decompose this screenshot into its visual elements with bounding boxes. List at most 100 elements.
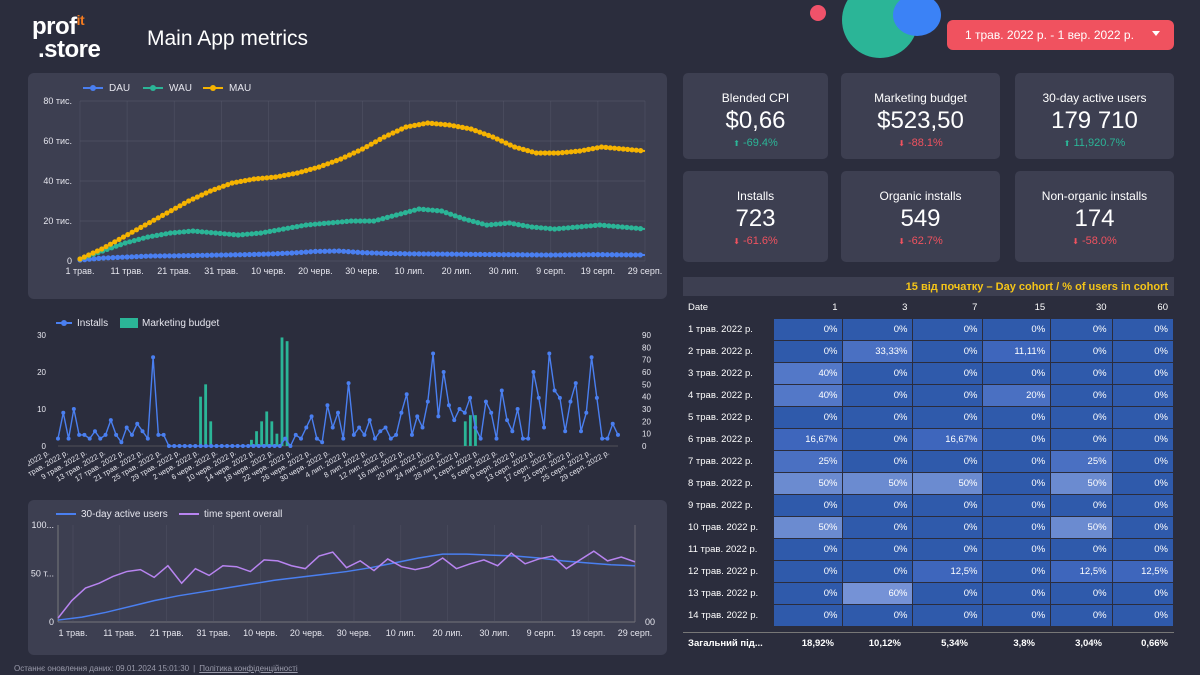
installs-point [610, 421, 615, 426]
data-point [316, 221, 323, 227]
data-point [251, 251, 257, 257]
data-point [472, 128, 479, 134]
data-point [372, 139, 379, 145]
data-point [368, 141, 374, 147]
data-point [420, 121, 426, 127]
cohort-cell: 0% [1050, 494, 1113, 517]
cohort-date: 8 трав. 2022 р. [683, 472, 774, 495]
budget-bar [474, 415, 477, 446]
column-header[interactable]: 60 [1112, 297, 1175, 319]
data-point [285, 225, 291, 231]
data-point [459, 124, 466, 130]
data-point [271, 228, 277, 234]
installs-point [409, 432, 414, 437]
data-point [576, 252, 582, 258]
cohort-cell: 0% [982, 582, 1052, 605]
data-point [604, 252, 610, 258]
installs-point [314, 436, 319, 441]
y2-tick-label: 0 [642, 442, 647, 451]
data-point [393, 212, 399, 218]
data-point [154, 232, 160, 238]
privacy-policy-link[interactable]: Політика конфіденційності [199, 664, 298, 673]
cohort-cell: 11,11% [982, 340, 1052, 363]
cohort-cell: 12,5% [1112, 560, 1175, 583]
data-point [484, 222, 490, 228]
budget-bar [260, 421, 264, 446]
column-header[interactable]: 7 [912, 297, 984, 319]
installs-point [198, 444, 203, 448]
arrow-down-icon: ⬇ [733, 237, 740, 246]
installs-point [124, 425, 129, 430]
data-point [375, 217, 381, 223]
installs-point [372, 436, 377, 441]
data-point [194, 194, 200, 200]
data-point [326, 220, 332, 226]
installs-point [140, 429, 145, 434]
data-point [482, 251, 488, 258]
column-header[interactable]: Date [683, 297, 774, 319]
data-point [603, 144, 609, 150]
data-point [454, 251, 460, 257]
data-point [321, 220, 327, 226]
kpi-label: Non-organic installs [1041, 189, 1148, 203]
data-point [190, 196, 196, 202]
data-point [498, 138, 505, 144]
cohort-cell: 0% [1112, 318, 1175, 341]
cohort-cell: 0% [1050, 582, 1113, 605]
column-header[interactable]: 1 [773, 297, 844, 319]
data-point [548, 252, 554, 258]
cohort-cell: 0% [1050, 318, 1113, 341]
installs-point [172, 444, 177, 448]
data-point [138, 224, 144, 230]
cohort-cell: 0% [773, 582, 844, 605]
data-point [638, 148, 644, 154]
budget-bar [204, 384, 208, 446]
table-row: 7 трав. 2022 р. 25% 0% 0% 0% 25% 0% [683, 450, 1175, 473]
logo-text-it: it [76, 12, 85, 28]
data-point [501, 252, 507, 258]
footer: Останнє оновлення даних: 09.01.2024 15:0… [14, 664, 298, 673]
data-point [538, 150, 544, 156]
installs-point [188, 444, 193, 448]
installs-point [568, 399, 573, 404]
budget-bar [285, 341, 289, 446]
column-header[interactable]: 15 [982, 297, 1052, 319]
column-header[interactable]: 30 [1050, 297, 1113, 319]
x-tick-label: 21 трав. [157, 266, 191, 276]
kpi-label: Blended CPI [721, 91, 790, 105]
data-point [312, 221, 318, 227]
y-tick-label: 40 тис. [43, 176, 72, 186]
data-point [264, 175, 270, 181]
data-point [628, 252, 634, 258]
installs-point [457, 407, 462, 411]
data-point [542, 150, 548, 156]
data-point [172, 230, 178, 236]
installs-point [77, 432, 82, 437]
data-point [452, 213, 458, 219]
cohort-cell: 12,5% [1050, 560, 1113, 583]
data-point [213, 252, 220, 258]
cohort-cell: 12,5% [912, 560, 984, 583]
cohort-cell: 0% [1050, 604, 1113, 627]
data-point [488, 222, 494, 228]
data-point [112, 239, 118, 245]
data-point [100, 255, 107, 261]
column-header[interactable]: 3 [842, 297, 914, 319]
data-point [507, 142, 513, 148]
legend-marker [90, 85, 96, 91]
installs-point [415, 414, 420, 419]
data-point [127, 239, 133, 245]
date-range-picker[interactable]: 1 трав. 2022 р. - 1 вер. 2022 р. [947, 20, 1174, 50]
y-tick-label: 0 [49, 617, 54, 627]
data-point [394, 128, 400, 134]
installs-point [209, 444, 214, 448]
installs-point [230, 444, 235, 448]
active-users-time-chart: 30-day active users time spent overall 100… [31, 509, 655, 638]
x-tick-label: 20 лип. [442, 266, 472, 276]
data-point [448, 211, 454, 217]
installs-point [214, 444, 219, 448]
installs-point [579, 429, 584, 434]
installs-point [304, 425, 309, 430]
data-point [225, 182, 231, 188]
kpi-value: 179 710 [1051, 107, 1138, 134]
